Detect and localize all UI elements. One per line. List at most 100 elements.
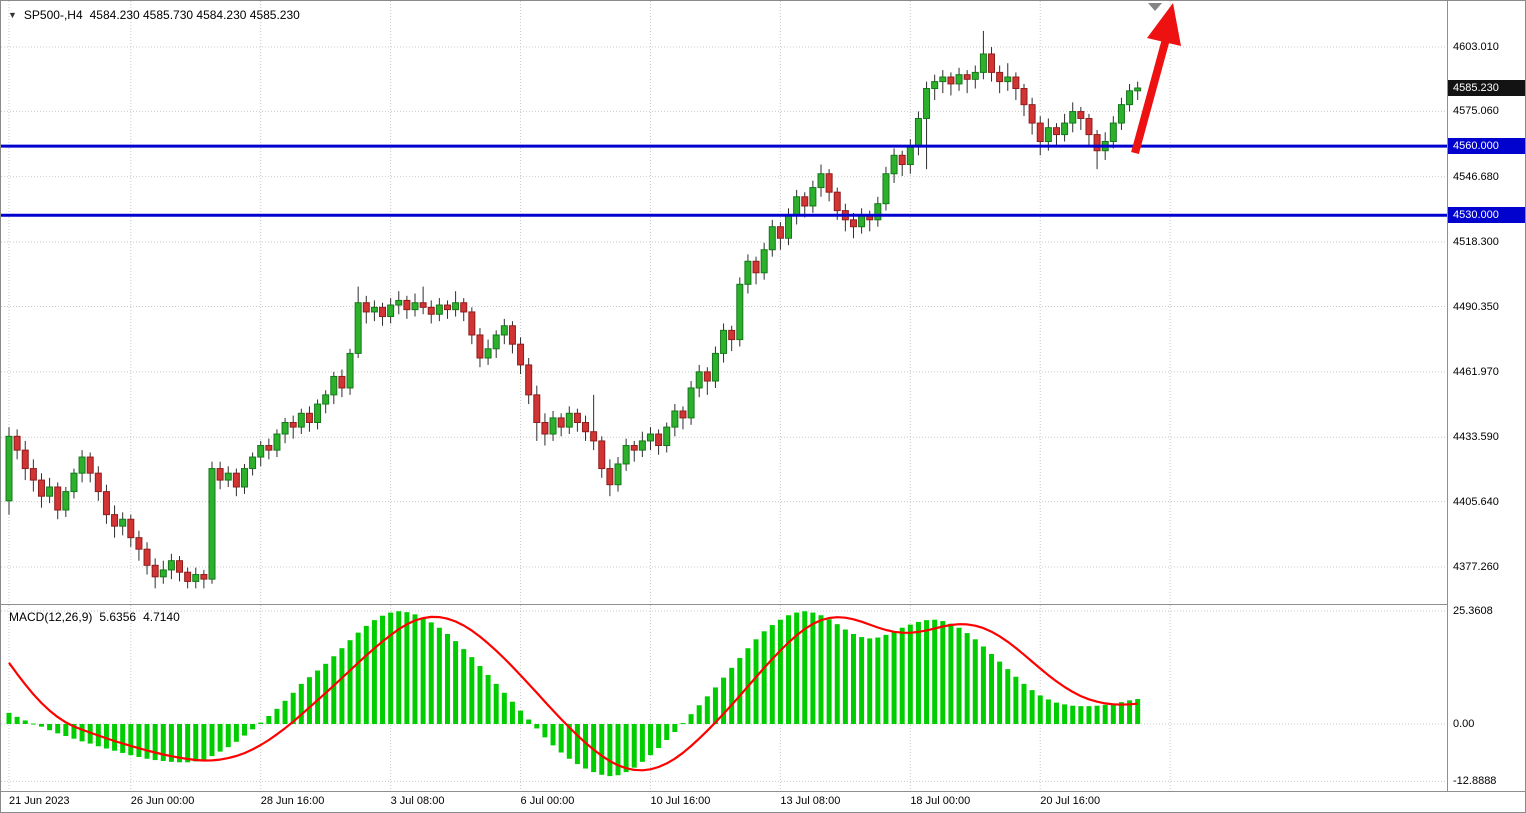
macd-histogram-bar xyxy=(915,621,921,724)
candle-down xyxy=(1093,134,1101,152)
candle-up xyxy=(492,334,500,350)
candle-up xyxy=(370,306,378,313)
candle-up xyxy=(1004,76,1012,83)
price-axis[interactable]: 4603.010 4585.230 4575.060 4560.000 4546.680… xyxy=(1448,1,1525,791)
macd-histogram-bar xyxy=(144,723,150,759)
macd-histogram-bar xyxy=(1070,705,1076,724)
candle-up xyxy=(638,440,646,451)
current-price-badge[interactable]: 4585.230 xyxy=(1448,79,1525,96)
level-price-badge[interactable]: 4530.000 xyxy=(1448,207,1525,224)
macd-histogram-bar xyxy=(347,640,353,724)
macd-chart-canvas[interactable] xyxy=(1,605,1447,791)
panel-splitter[interactable] xyxy=(1,604,1525,605)
candle-up xyxy=(711,352,719,382)
candle-up xyxy=(760,249,768,274)
macd-histogram-bar xyxy=(769,625,775,724)
chart-header: ▼ SP500-,H4 4584.230 4585.730 4584.230 4… xyxy=(8,8,300,22)
macd-histogram-bar xyxy=(14,716,20,724)
candle-up xyxy=(330,375,338,396)
candle-down xyxy=(752,260,760,274)
macd-histogram-bar xyxy=(380,615,386,724)
candle-up xyxy=(955,74,963,85)
candle-down xyxy=(127,518,135,539)
macd-histogram-bar xyxy=(647,723,653,756)
candle-up xyxy=(249,456,257,470)
candle-down xyxy=(508,325,516,345)
macd-histogram-bar xyxy=(753,639,759,724)
macd-histogram-bar xyxy=(1053,702,1059,724)
candle-up xyxy=(931,81,939,90)
candle-down xyxy=(151,564,159,578)
price-axis-label: 4461.970 xyxy=(1453,365,1499,378)
candle-up xyxy=(890,154,898,175)
candle-up xyxy=(346,352,354,389)
macd-histogram-bar xyxy=(469,657,475,724)
candle-up xyxy=(224,472,232,481)
macd-histogram-bar xyxy=(185,723,191,763)
macd-histogram-bar xyxy=(371,620,377,724)
candle-up xyxy=(1117,104,1125,124)
candle-up xyxy=(70,472,78,493)
macd-histogram-bar xyxy=(932,619,938,724)
candle-down xyxy=(1020,88,1028,106)
candle-up xyxy=(687,387,695,419)
candle-down xyxy=(996,71,1004,83)
macd-axis-label: 0.00 xyxy=(1453,717,1475,730)
candle-down xyxy=(216,468,224,481)
price-axis-divider xyxy=(1447,1,1448,791)
macd-histogram-bar xyxy=(428,622,434,724)
candle-down xyxy=(582,422,590,433)
candle-up xyxy=(923,88,931,119)
candle-up xyxy=(785,214,793,239)
candle-up xyxy=(354,302,362,354)
macd-histogram-bar xyxy=(485,674,491,724)
macd-histogram-bar xyxy=(363,625,369,724)
candle-down xyxy=(232,472,240,488)
trend-arrow-shaft[interactable] xyxy=(1131,37,1170,155)
candle-up xyxy=(484,348,492,359)
candle-down xyxy=(21,449,29,470)
candle-up xyxy=(322,394,330,405)
candle-up xyxy=(744,260,752,285)
macd-histogram-bar xyxy=(867,638,873,724)
candle-down xyxy=(849,219,857,228)
macd-histogram-bar xyxy=(47,723,53,731)
macd-histogram-bar xyxy=(631,723,637,768)
price-axis-label: 4518.300 xyxy=(1453,236,1499,249)
time-axis-label: 28 Jun 16:00 xyxy=(260,795,325,807)
macd-histogram-bar xyxy=(404,612,410,724)
macd-histogram-bar xyxy=(964,633,970,724)
candle-up xyxy=(939,76,947,83)
macd-histogram-bar xyxy=(160,723,166,761)
trend-arrow-head[interactable] xyxy=(1147,3,1181,46)
price-axis-label: 4603.010 xyxy=(1453,41,1499,54)
macd-histogram-bar xyxy=(1037,695,1043,724)
candle-up xyxy=(614,463,622,486)
macd-axis-label: -12.8888 xyxy=(1453,775,1497,788)
macd-histogram-bar xyxy=(704,696,710,724)
candle-up xyxy=(549,417,557,435)
candle-down xyxy=(403,299,411,311)
candle-up xyxy=(565,412,573,428)
level-price-badge[interactable]: 4560.000 xyxy=(1448,138,1525,155)
macd-histogram-bar xyxy=(1045,699,1051,724)
candle-up xyxy=(435,304,443,315)
macd-histogram-bar xyxy=(761,631,767,724)
time-axis-divider xyxy=(1,791,1525,792)
candle-down xyxy=(573,412,581,424)
macd-histogram-bar xyxy=(1086,706,1092,724)
candle-down xyxy=(833,191,841,212)
macd-histogram-bar xyxy=(201,723,207,760)
candle-down xyxy=(29,468,37,481)
macd-histogram-bar xyxy=(241,723,247,736)
time-axis-label: 20 Jul 16:00 xyxy=(1040,795,1101,807)
macd-histogram-bar xyxy=(477,666,483,724)
macd-histogram-bar xyxy=(607,723,613,777)
candle-down xyxy=(776,226,784,239)
time-axis[interactable]: 21 Jun 2023 26 Jun 00:00 28 Jun 16:00 3 Jul… xyxy=(1,792,1447,812)
macd-histogram-bar xyxy=(583,723,589,769)
macd-histogram-bar xyxy=(1005,669,1011,724)
symbol-marker-icon: ▼ xyxy=(8,10,17,20)
price-chart-canvas[interactable] xyxy=(1,1,1447,604)
price-axis-label: 4405.640 xyxy=(1453,495,1499,508)
